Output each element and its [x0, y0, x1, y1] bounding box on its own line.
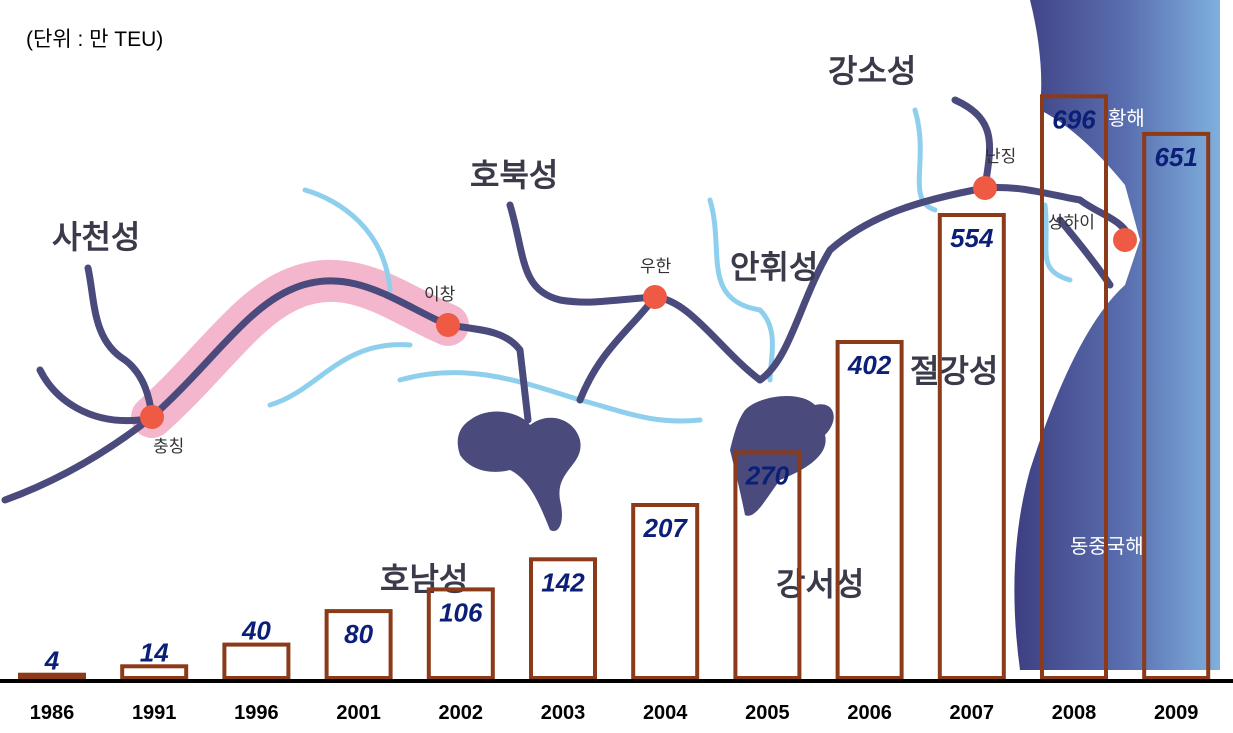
- city-label: 난징: [985, 147, 1016, 167]
- x-tick-label-2005: 2005: [745, 702, 790, 724]
- unit-note: (단위 : 만 TEU): [26, 28, 163, 51]
- bar-2008: [1040, 94, 1108, 681]
- value-label-2006: 402: [847, 350, 892, 380]
- sea-area: [1014, 0, 1220, 670]
- map-background: 사천성 호북성 안휘성 강소성 절강성 강서성 호남성 충칭 이창 우한 난징 …: [1, 0, 1220, 670]
- x-tick-label-2008: 2008: [1052, 702, 1097, 724]
- value-label-2005: 270: [745, 460, 790, 490]
- region-label: 절강성: [910, 352, 998, 390]
- x-tick-labels: 1986 1991 1996 2001 2002 2003 2004 2005 2006 2007…: [30, 702, 1199, 724]
- city-label: 이창: [424, 285, 456, 305]
- city-label: 우한: [640, 257, 672, 277]
- x-tick-label-2007: 2007: [950, 702, 995, 724]
- bar-2005: [733, 450, 802, 680]
- value-label-1991: 14: [140, 637, 169, 667]
- x-tick-label-2002: 2002: [439, 702, 484, 724]
- major-rivers: [1, 96, 1134, 504]
- city-label: 충칭: [153, 437, 184, 457]
- value-label-1996: 40: [241, 616, 271, 646]
- bar-2007: [937, 213, 1006, 680]
- x-tick-label-1991: 1991: [132, 702, 177, 724]
- region-label: 안휘성: [730, 248, 818, 286]
- x-tick-label-2009: 2009: [1154, 702, 1199, 724]
- region-label: 강소성: [828, 52, 916, 90]
- bar-1986: [18, 672, 86, 681]
- bar-1991: [120, 664, 189, 680]
- value-label-2002: 106: [439, 597, 483, 627]
- region-label: 호남성: [380, 560, 468, 598]
- value-labels: 4 14 40 80 106 142 207 270 402 554 696 651: [44, 104, 1198, 675]
- value-label-2001: 80: [344, 619, 373, 649]
- bar-2006: [835, 340, 904, 680]
- x-tick-label-2003: 2003: [541, 702, 586, 724]
- lakes: [457, 395, 834, 531]
- city-markers: [140, 176, 1137, 429]
- region-labels: 사천성 호북성 안휘성 강소성 절강성 강서성 호남성: [52, 52, 998, 603]
- value-label-1986: 4: [44, 646, 60, 676]
- x-tick-label-2001: 2001: [336, 702, 381, 724]
- bar-2009: [1142, 131, 1211, 680]
- x-tick-label-2004: 2004: [643, 702, 688, 724]
- bar-2001: [324, 609, 393, 680]
- bar-2003: [529, 557, 597, 680]
- region-label: 사천성: [52, 218, 140, 256]
- x-tick-label-1996: 1996: [234, 702, 279, 724]
- region-label: 강서성: [776, 565, 864, 603]
- x-tick-label-1986: 1986: [30, 702, 75, 724]
- sea-label: 황해: [1108, 106, 1145, 130]
- bar-2002: [426, 587, 495, 681]
- value-label-2009: 651: [1155, 142, 1198, 172]
- value-label-2003: 142: [541, 567, 585, 597]
- x-tick-label-2006: 2006: [847, 702, 892, 724]
- city-label: 상하이: [1048, 213, 1095, 233]
- bar-2004: [631, 503, 700, 680]
- value-label-2007: 554: [950, 223, 994, 253]
- bar-1996: [222, 642, 291, 680]
- bar-series: [18, 94, 1211, 681]
- value-label-2008: 696: [1052, 104, 1096, 134]
- region-label: 호북성: [470, 156, 558, 194]
- minor-rivers: [267, 107, 1073, 424]
- city-labels: 충칭 이창 우한 난징 상하이: [153, 147, 1095, 457]
- value-label-2004: 207: [643, 513, 689, 543]
